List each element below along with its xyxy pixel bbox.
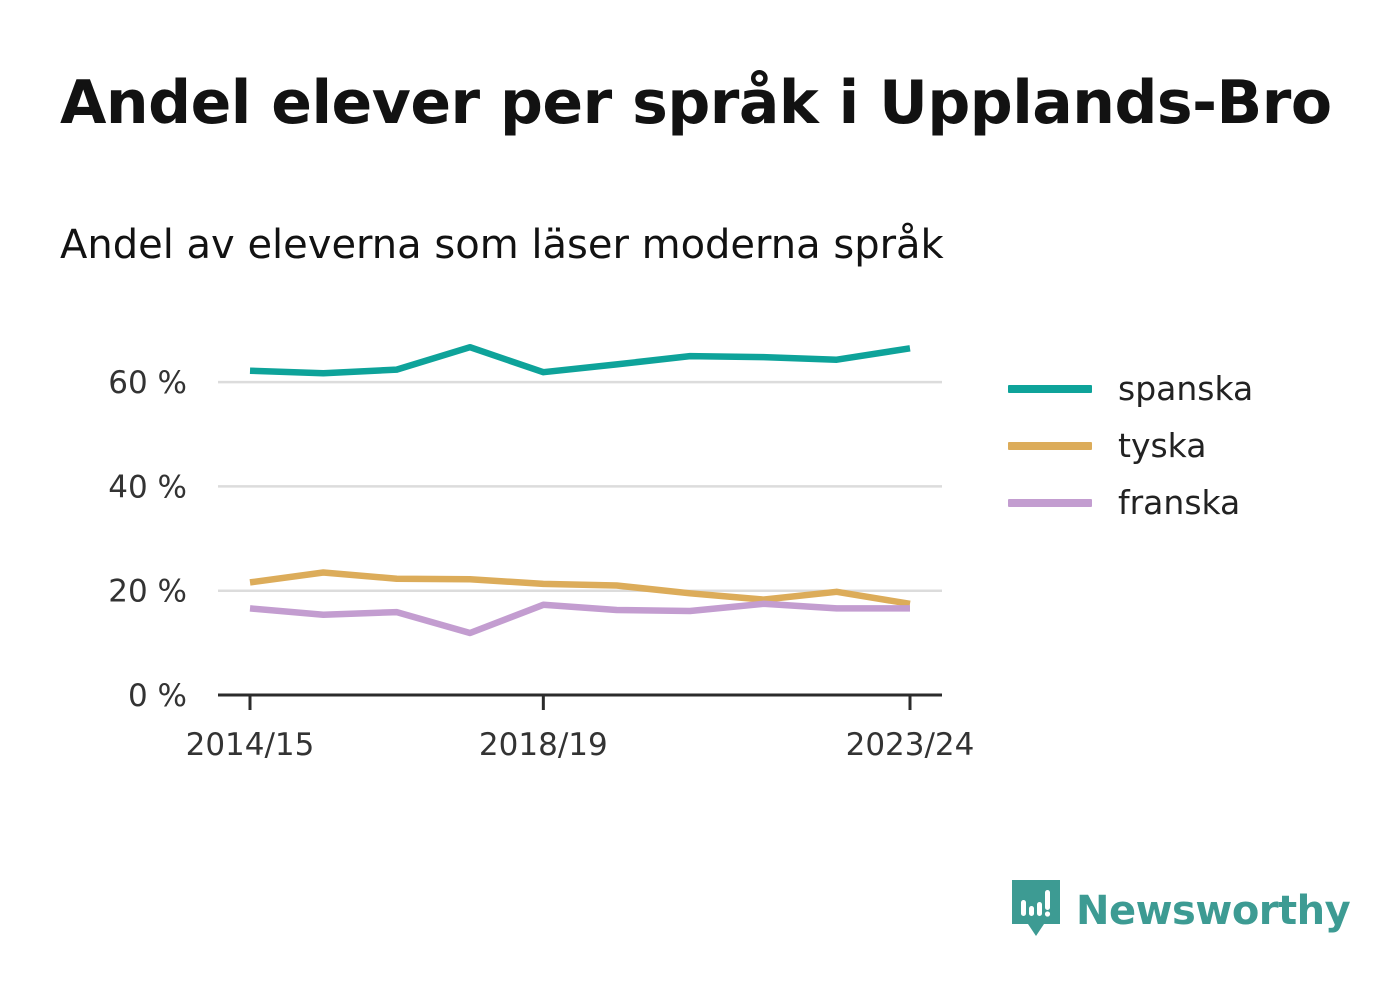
legend-swatch-franska xyxy=(1008,498,1092,507)
legend-item-tyska: tyska xyxy=(1008,417,1253,474)
x-tick-label: 2018/19 xyxy=(479,727,608,763)
x-axis-tick-labels: 2014/15 2018/19 2023/24 xyxy=(186,727,975,763)
x-tick-label: 2023/24 xyxy=(846,727,975,763)
legend-swatch-spanska xyxy=(1008,384,1092,393)
series-lines xyxy=(249,343,911,637)
legend-label-franska: franska xyxy=(1118,483,1241,522)
y-tick-label: 60 % xyxy=(108,365,187,401)
x-tick-label: 2014/15 xyxy=(186,727,315,763)
y-tick-label: 40 % xyxy=(108,469,187,505)
x-axis xyxy=(218,693,942,710)
y-tick-label: 20 % xyxy=(108,574,187,610)
chart-subtitle: Andel av eleverna som läser moderna språ… xyxy=(60,222,944,268)
legend-item-franska: franska xyxy=(1008,474,1253,531)
y-axis-tick-labels: 0 % 20 % 40 % 60 % xyxy=(108,365,187,714)
newsworthy-logo: Newsworthy xyxy=(1010,878,1351,944)
newsworthy-logo-icon xyxy=(1010,878,1062,944)
series-line-franska xyxy=(249,600,910,637)
legend-label-tyska: tyska xyxy=(1118,426,1207,465)
newsworthy-brand-name: Newsworthy xyxy=(1076,888,1351,934)
legend-item-spanska: spanska xyxy=(1008,360,1253,417)
legend-label-spanska: spanska xyxy=(1118,369,1254,408)
gridlines xyxy=(218,380,942,592)
series-line-tyska xyxy=(249,569,911,608)
chart-title: Andel elever per språk i Upplands-Bro xyxy=(60,68,1332,138)
legend-swatch-tyska xyxy=(1008,441,1092,450)
series-line-spanska xyxy=(249,343,911,377)
legend: spanska tyska franska xyxy=(1008,360,1253,531)
y-tick-label: 0 % xyxy=(128,678,187,714)
